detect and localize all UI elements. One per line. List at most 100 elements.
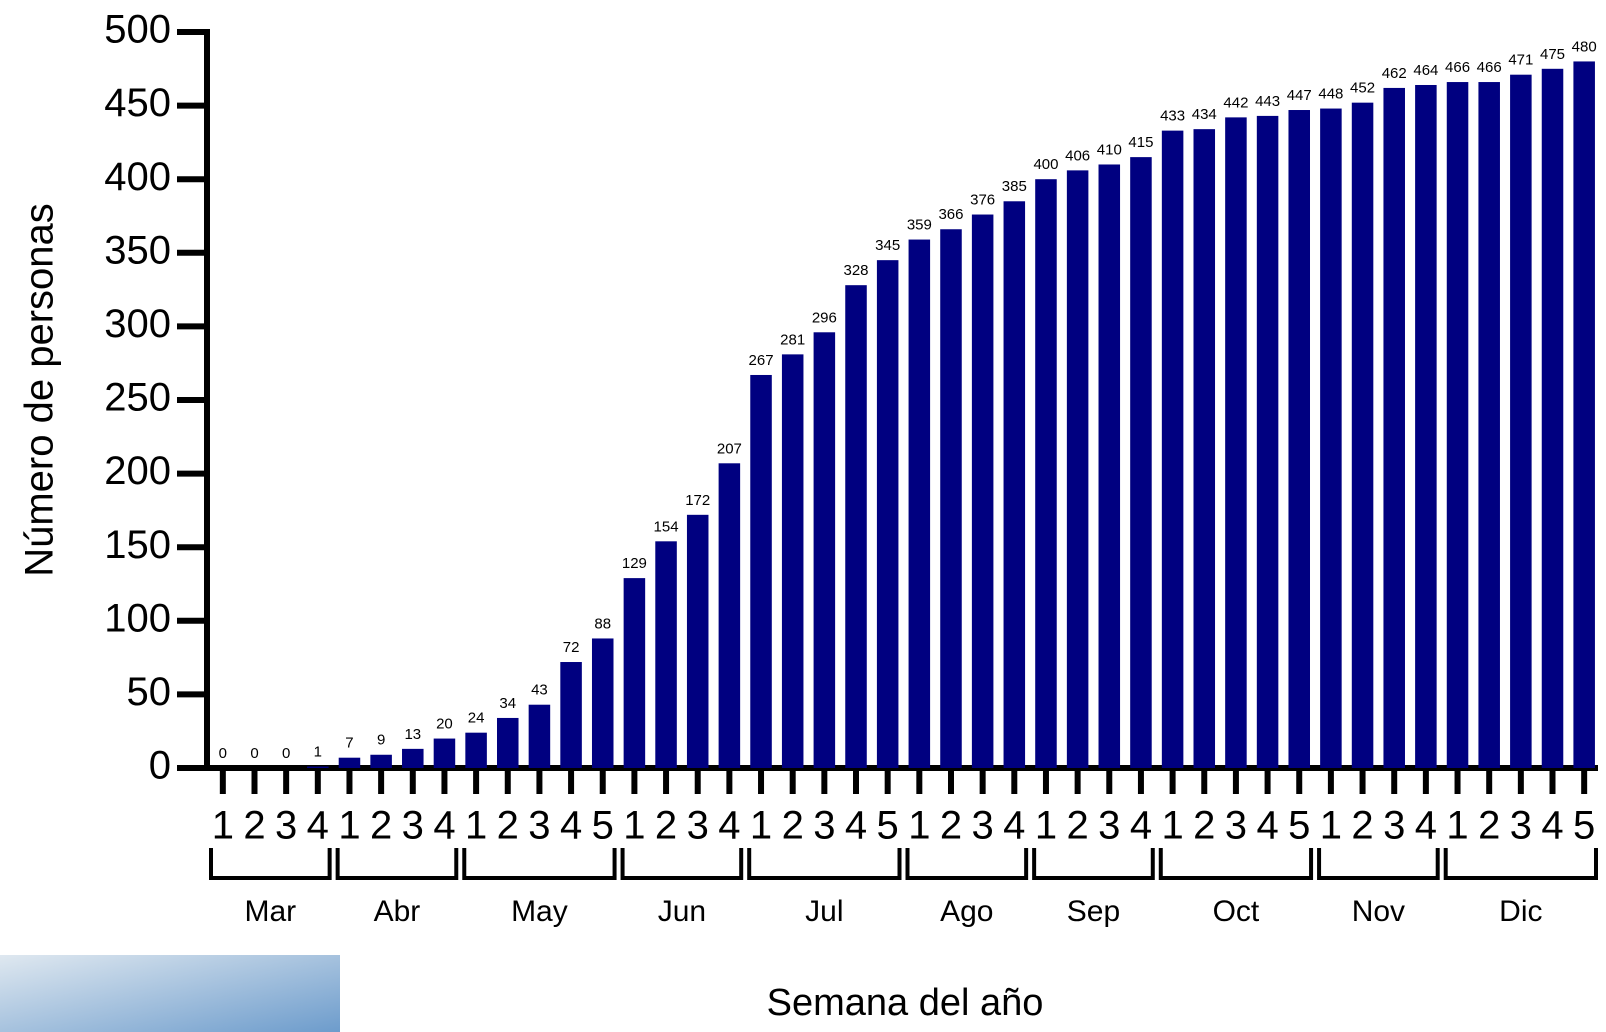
- x-tick-label: 1: [1446, 804, 1468, 848]
- value-label: 462: [1382, 65, 1407, 82]
- bar: [307, 766, 329, 768]
- bar: [1288, 110, 1311, 769]
- x-tick-label: 1: [750, 804, 772, 848]
- group-label: Jul: [805, 895, 843, 928]
- x-tick-label: 3: [1098, 804, 1120, 848]
- value-label: 88: [594, 615, 611, 632]
- bar: [750, 374, 772, 768]
- bar: [1003, 201, 1026, 768]
- value-label: 20: [436, 716, 453, 733]
- x-tick-label: 2: [497, 804, 519, 848]
- group-label: Jun: [658, 895, 706, 928]
- value-label: 452: [1350, 80, 1375, 97]
- bar: [1098, 164, 1121, 769]
- value-label: 442: [1223, 94, 1248, 111]
- value-label: 410: [1097, 141, 1122, 158]
- bar: [876, 260, 899, 768]
- y-tick-label: 150: [104, 523, 171, 567]
- x-tick-label: 2: [940, 804, 962, 848]
- value-label: 447: [1287, 87, 1312, 104]
- value-label: 7: [345, 735, 353, 752]
- x-tick-label: 1: [1035, 804, 1057, 848]
- bar: [1541, 68, 1564, 769]
- value-label: 466: [1445, 59, 1470, 76]
- bar: [496, 717, 519, 768]
- value-label: 345: [875, 237, 900, 254]
- bar: [1510, 74, 1532, 769]
- value-label: 385: [1002, 178, 1027, 195]
- value-label: 9: [377, 732, 385, 749]
- y-tick-label: 500: [104, 8, 171, 52]
- bar: [971, 214, 994, 768]
- y-tick-label: 450: [104, 81, 171, 125]
- value-label: 0: [250, 745, 258, 762]
- value-label: 471: [1508, 52, 1533, 69]
- bar: [1130, 157, 1152, 768]
- x-tick-label: 3: [402, 804, 424, 848]
- x-tick-label: 2: [1478, 804, 1500, 848]
- value-label: 172: [685, 492, 710, 509]
- value-label: 433: [1160, 108, 1185, 125]
- group-label: Sep: [1067, 895, 1120, 928]
- x-tick-label: 4: [560, 804, 582, 848]
- y-axis-title: Número de personas: [18, 203, 62, 577]
- bar: [1573, 61, 1595, 768]
- x-tick-label: 2: [370, 804, 392, 848]
- value-label: 466: [1477, 59, 1502, 76]
- bar: [591, 638, 614, 768]
- x-tick-label: 2: [1351, 804, 1373, 848]
- x-tick-label: 1: [212, 804, 234, 848]
- group-label: Nov: [1352, 895, 1405, 928]
- bar: [402, 748, 424, 768]
- value-label: 434: [1192, 106, 1217, 123]
- y-tick-label: 250: [104, 376, 171, 420]
- value-label: 464: [1413, 62, 1438, 79]
- bar: [813, 332, 836, 768]
- y-tick-label: 200: [104, 449, 171, 493]
- value-label: 1: [314, 743, 322, 760]
- value-label: 72: [563, 639, 580, 656]
- y-tick-label: 350: [104, 228, 171, 272]
- value-label: 281: [780, 331, 805, 348]
- bar: [1225, 117, 1247, 769]
- x-tick-label: 3: [813, 804, 835, 848]
- bar: [623, 578, 646, 768]
- x-tick-label: 4: [1541, 804, 1563, 848]
- value-label: 154: [654, 518, 679, 535]
- x-tick-label: 4: [1130, 804, 1152, 848]
- x-tick-label: 4: [433, 804, 455, 848]
- x-tick-label: 3: [1225, 804, 1247, 848]
- bar: [1035, 179, 1057, 768]
- group-label: Ago: [940, 895, 993, 928]
- bar: [845, 285, 867, 768]
- x-tick-label: 1: [465, 804, 487, 848]
- bar: [908, 239, 931, 768]
- x-tick-label: 1: [908, 804, 930, 848]
- x-tick-label: 1: [1161, 804, 1183, 848]
- value-label: 0: [219, 745, 227, 762]
- group-label: Dic: [1499, 895, 1542, 928]
- value-label: 406: [1065, 147, 1090, 164]
- value-label: 448: [1318, 86, 1343, 103]
- value-label: 475: [1540, 46, 1565, 63]
- x-tick-label: 1: [1320, 804, 1342, 848]
- x-tick-label: 3: [528, 804, 550, 848]
- value-label: 359: [907, 217, 932, 234]
- bar: [1193, 129, 1216, 769]
- bar: [528, 704, 551, 768]
- x-tick-label: 3: [687, 804, 709, 848]
- value-label: 328: [843, 262, 868, 279]
- bar: [686, 514, 709, 768]
- x-tick-label: 2: [1067, 804, 1089, 848]
- photo-fragment: [0, 955, 340, 1032]
- bar: [655, 541, 677, 768]
- value-label: 296: [812, 309, 837, 326]
- bar: [940, 229, 962, 769]
- group-label: Oct: [1213, 895, 1260, 928]
- y-tick-label: 0: [149, 744, 171, 788]
- value-label: 480: [1572, 38, 1597, 55]
- bar: [560, 662, 582, 768]
- value-label: 13: [404, 726, 421, 743]
- bar: [433, 738, 456, 768]
